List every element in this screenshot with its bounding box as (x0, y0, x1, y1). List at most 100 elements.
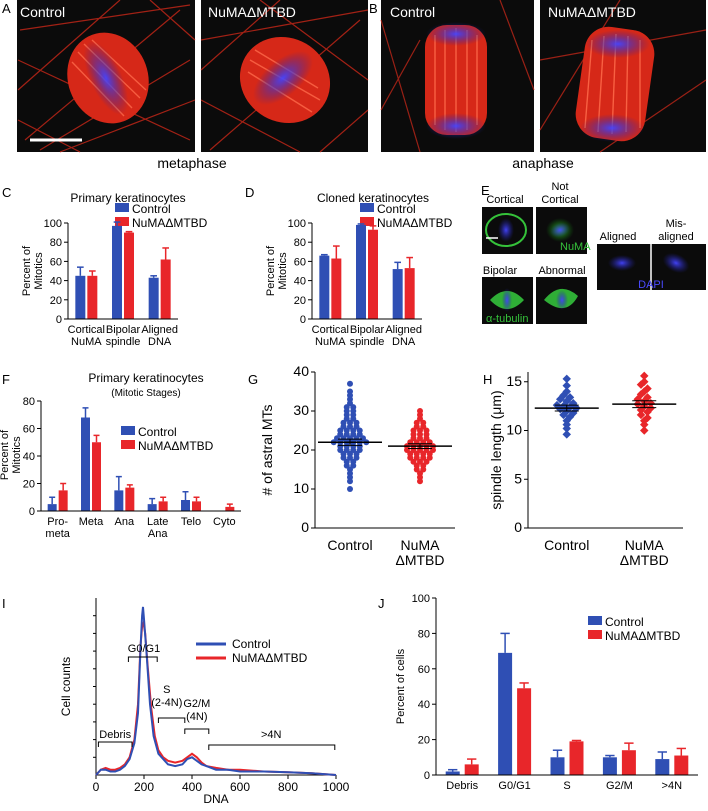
y-tick-label: 60 (294, 256, 306, 268)
x-tick-label: DNA (392, 336, 416, 348)
bar (550, 757, 565, 775)
gate-g2m (184, 728, 210, 734)
x-tick-label: NuMA (71, 336, 102, 348)
y-axis-label: Percent of cells (395, 648, 407, 724)
bar (225, 506, 235, 511)
x-tick-label: S (563, 780, 570, 792)
bar (498, 652, 513, 775)
y-tick-label: 80 (23, 396, 35, 408)
y-tick-label: 10 (506, 422, 522, 438)
bar (569, 741, 584, 775)
bar (319, 255, 330, 319)
y-axis-label: # of astral MTs (259, 404, 275, 495)
x-tick-label: Aligned (385, 324, 422, 336)
gate-label: (4N) (186, 711, 207, 723)
panel-letter-E: E (481, 183, 490, 198)
y-axis-label-line: Mitotics (33, 252, 45, 290)
chart-panel-I: I 0 200 400 600 800 1000 DNA Cell counts ControlN… (2, 596, 350, 806)
x-tick-label: Control (544, 537, 589, 553)
y-tick-label: 40 (293, 363, 309, 379)
legend-swatch (121, 440, 135, 449)
y-tick-label: 100 (44, 218, 62, 230)
y-axis-label: Percent ofMitotics (265, 245, 289, 296)
y-tick-label: 40 (294, 276, 306, 288)
legend-label: Control (605, 615, 644, 629)
y-tick-label: 10 (293, 480, 309, 496)
y-tick-label: 5 (514, 470, 522, 486)
caption-anaphase: anaphase (512, 155, 574, 171)
legend-label: NuMAΔMTBD (232, 651, 308, 665)
bar (602, 757, 617, 775)
bar (655, 759, 670, 775)
legend-swatch (121, 426, 135, 435)
y-tick-label: 40 (418, 699, 430, 711)
legend-label: Control (132, 202, 171, 216)
data-point (640, 371, 649, 381)
chart-title: Primary keratinocytes (70, 191, 185, 205)
y-tick-label: 40 (50, 276, 62, 288)
y-tick-label: 60 (50, 256, 62, 268)
bar (181, 500, 190, 511)
y-tick-label: 0 (424, 770, 430, 782)
panel-letter-C: C (2, 185, 11, 200)
data-point (640, 426, 649, 435)
y-tick-label: 20 (294, 295, 306, 307)
x-tick-label: 600 (230, 780, 250, 794)
x-tick-label: Bipolar (106, 324, 141, 336)
data-point (417, 478, 423, 485)
legend-swatch (115, 203, 129, 212)
label-tubulin: α-tubulin (486, 313, 528, 325)
bar (192, 501, 201, 511)
y-tick-label: 20 (23, 479, 35, 491)
chart-panel-F: F Primary keratinocytes (Mitotic Stages) Co… (0, 371, 241, 540)
panel-letter-H: H (483, 372, 492, 387)
gate-label: S (163, 684, 170, 696)
panel-letter-A: A (2, 1, 11, 16)
x-tick-label: meta (45, 528, 70, 540)
data-point (347, 478, 353, 485)
series-line (95, 606, 337, 776)
y-axis-label: Percent ofMitotics (21, 245, 45, 296)
legend-label: NuMAΔMTBD (138, 439, 214, 453)
y-tick-label: 80 (294, 237, 306, 249)
x-tick-label: Control (327, 537, 372, 553)
micrograph-E-not-cortical (536, 207, 587, 254)
micrograph-E-bipolar (482, 277, 533, 324)
data-point (347, 486, 353, 492)
y-tick-label: 20 (293, 441, 309, 457)
bar (125, 487, 135, 511)
bar (674, 755, 689, 775)
label-not-cortical: Cortical (541, 194, 578, 206)
bar (464, 764, 479, 775)
y-tick-label: 0 (300, 314, 306, 326)
caption-metaphase: metaphase (157, 155, 226, 171)
bar (92, 442, 101, 511)
y-tick-label: 80 (50, 237, 62, 249)
bar (356, 224, 366, 319)
bar (517, 688, 532, 775)
x-tick-label: NuMA (625, 537, 665, 553)
y-tick-label: 0 (301, 519, 309, 535)
x-tick-label: spindle (350, 336, 385, 348)
x-tick-label: 0 (93, 780, 100, 794)
y-tick-label: 100 (412, 593, 430, 605)
x-tick-label: spindle (106, 336, 141, 348)
micrograph-E-dapi (597, 244, 706, 290)
x-tick-label: ΔMTBD (620, 552, 669, 568)
y-axis-label: spindle length (μm) (488, 390, 504, 509)
x-tick-label: 800 (278, 780, 298, 794)
label-not: Not (551, 181, 568, 193)
gate-label: G0/G1 (128, 643, 160, 655)
bar (445, 771, 460, 775)
data-point (643, 407, 652, 417)
bar (404, 268, 415, 319)
x-tick-label: Pro- (47, 516, 68, 528)
x-tick-label: G2/M (606, 780, 633, 792)
bar (148, 277, 159, 319)
x-tick-label: DNA (148, 336, 172, 348)
x-tick-label: Ana (115, 516, 135, 528)
x-tick-label: 400 (182, 780, 202, 794)
panel-E: E Cortical Not Cortical NuMA Bipolar Abn… (481, 181, 706, 325)
